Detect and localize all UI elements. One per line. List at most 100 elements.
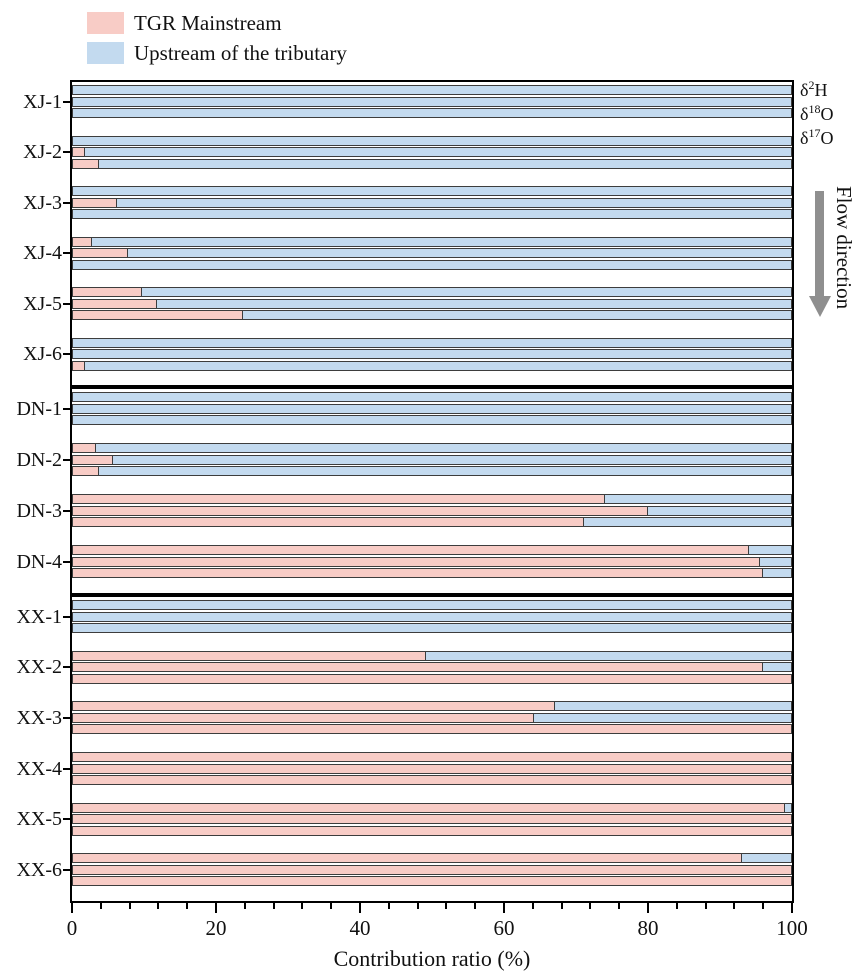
bar-xx-1-δ17O bbox=[72, 623, 792, 633]
tgr-segment bbox=[73, 776, 791, 784]
bar-dn-3-δ2H bbox=[72, 494, 792, 504]
tgr-segment bbox=[73, 569, 764, 577]
x-axis-minor-tick bbox=[445, 903, 448, 909]
tgr-segment bbox=[73, 249, 128, 257]
bar-xx-1-δ2H bbox=[72, 600, 792, 610]
x-axis-minor-tick bbox=[531, 903, 534, 909]
bar-group-xj-5 bbox=[72, 287, 792, 322]
site-label-xx-5: XX-5 bbox=[16, 808, 62, 831]
tgr-segment bbox=[73, 764, 791, 773]
bar-xj-1-δ18O bbox=[72, 96, 792, 107]
x-axis-minor-tick bbox=[416, 903, 419, 909]
x-axis-tick-label-20: 20 bbox=[205, 916, 227, 940]
isotope-labels: δ2H δ18O δ17O bbox=[800, 76, 833, 148]
y-axis-tick bbox=[63, 767, 71, 770]
tgr-segment bbox=[73, 198, 118, 207]
bar-dn-4-δ2H bbox=[72, 545, 792, 555]
tgr-segment bbox=[73, 651, 426, 660]
tgr-segment bbox=[73, 557, 760, 566]
site-label-dn-3: DN-3 bbox=[16, 499, 62, 522]
x-axis-minor-tick bbox=[99, 903, 102, 909]
bar-xj-5-δ2H bbox=[72, 287, 792, 297]
bar-xj-4-δ2H bbox=[72, 236, 792, 247]
legend-item-upstream: Upstream of the tributary bbox=[87, 38, 347, 68]
bar-xx-6-δ18O bbox=[72, 864, 792, 875]
site-label-dn-1: DN-1 bbox=[16, 397, 62, 420]
y-axis-tick bbox=[63, 252, 71, 254]
tgr-segment bbox=[73, 237, 92, 246]
x-axis-major-tick bbox=[215, 903, 217, 913]
x-axis-tick-label-100: 100 bbox=[776, 916, 808, 940]
y-axis-tick bbox=[63, 407, 71, 410]
bar-xx-6-δ2H bbox=[72, 853, 792, 864]
x-axis-minor-tick bbox=[272, 903, 275, 909]
tgr-segment bbox=[73, 455, 114, 464]
bar-dn-4-δ18O bbox=[72, 556, 792, 567]
tgr-segment bbox=[73, 713, 534, 722]
bar-xx-6-δ17O bbox=[72, 876, 792, 887]
tgr-segment bbox=[73, 753, 791, 761]
tgr-segment bbox=[73, 803, 785, 812]
bar-group-dn-3 bbox=[72, 494, 792, 529]
bar-group-xx-4 bbox=[72, 752, 792, 787]
bar-xx-4-δ18O bbox=[72, 763, 792, 774]
x-axis-minor-tick bbox=[330, 903, 333, 909]
tgr-segment bbox=[73, 663, 764, 672]
x-axis-tick-label-0: 0 bbox=[66, 916, 78, 940]
bar-dn-2-δ2H bbox=[72, 443, 792, 453]
legend-label-tgr: TGR Mainstream bbox=[134, 11, 282, 35]
legend-label-upstream: Upstream of the tributary bbox=[134, 41, 347, 65]
panel-xx bbox=[70, 595, 794, 903]
bar-dn-4-δ17O bbox=[72, 568, 792, 578]
y-axis-tick bbox=[63, 615, 71, 618]
bar-group-dn-2 bbox=[72, 443, 792, 478]
bar-group-xx-1 bbox=[72, 600, 792, 635]
site-label-xj-5: XJ-5 bbox=[23, 292, 62, 315]
bar-group-xj-2 bbox=[72, 135, 792, 171]
bar-xj-2-δ18O bbox=[72, 147, 792, 157]
x-axis-tick-label-40: 40 bbox=[349, 916, 371, 940]
bar-xx-2-δ2H bbox=[72, 650, 792, 661]
bar-xx-4-δ2H bbox=[72, 752, 792, 762]
legend: TGR Mainstream Upstream of the tributary bbox=[87, 8, 347, 68]
x-axis-minor-tick bbox=[675, 903, 678, 909]
bar-xj-3-δ17O bbox=[72, 209, 792, 219]
bar-xx-3-δ2H bbox=[72, 701, 792, 712]
tgr-segment bbox=[73, 702, 556, 711]
site-label-xj-2: XJ-2 bbox=[23, 141, 62, 163]
bar-group-xj-4 bbox=[72, 236, 792, 272]
y-axis-tick bbox=[63, 868, 71, 871]
x-axis-minor-tick bbox=[704, 903, 707, 909]
tgr-segment bbox=[73, 674, 791, 683]
tgr-segment bbox=[73, 854, 742, 863]
bar-xj-1-δ2H bbox=[72, 85, 792, 95]
bar-group-xx-3 bbox=[72, 701, 792, 736]
x-axis-minor-tick bbox=[733, 903, 736, 909]
x-axis-minor-tick bbox=[128, 903, 131, 909]
isotope-label: δ18O bbox=[800, 102, 834, 124]
bar-xx-3-δ17O bbox=[72, 724, 792, 735]
x-axis-title: Contribution ratio (%) bbox=[333, 946, 531, 971]
x-axis-minor-tick bbox=[243, 903, 246, 909]
x-axis-minor-tick bbox=[186, 903, 189, 909]
bar-xx-2-δ18O bbox=[72, 662, 792, 673]
y-axis-tick bbox=[63, 509, 71, 512]
x-axis-major-tick bbox=[647, 903, 649, 913]
bar-dn-2-δ17O bbox=[72, 466, 792, 476]
tgr-segment bbox=[73, 506, 649, 515]
upstream-swatch bbox=[87, 42, 124, 64]
x-axis-minor-tick bbox=[762, 903, 765, 909]
y-axis-tick bbox=[63, 666, 71, 669]
x-axis-minor-tick bbox=[387, 903, 390, 909]
bar-xj-5-δ17O bbox=[72, 310, 792, 320]
bar-xj-4-δ17O bbox=[72, 259, 792, 270]
tgr-segment bbox=[73, 288, 143, 296]
bar-xx-1-δ18O bbox=[72, 611, 792, 622]
x-axis-minor-tick bbox=[589, 903, 592, 909]
x-axis-major-tick bbox=[791, 903, 793, 913]
y-axis-tick bbox=[63, 302, 71, 305]
bar-group-dn-4 bbox=[72, 545, 792, 580]
x-axis-minor-tick bbox=[301, 903, 304, 909]
site-label-xj-3: XJ-3 bbox=[23, 191, 62, 214]
